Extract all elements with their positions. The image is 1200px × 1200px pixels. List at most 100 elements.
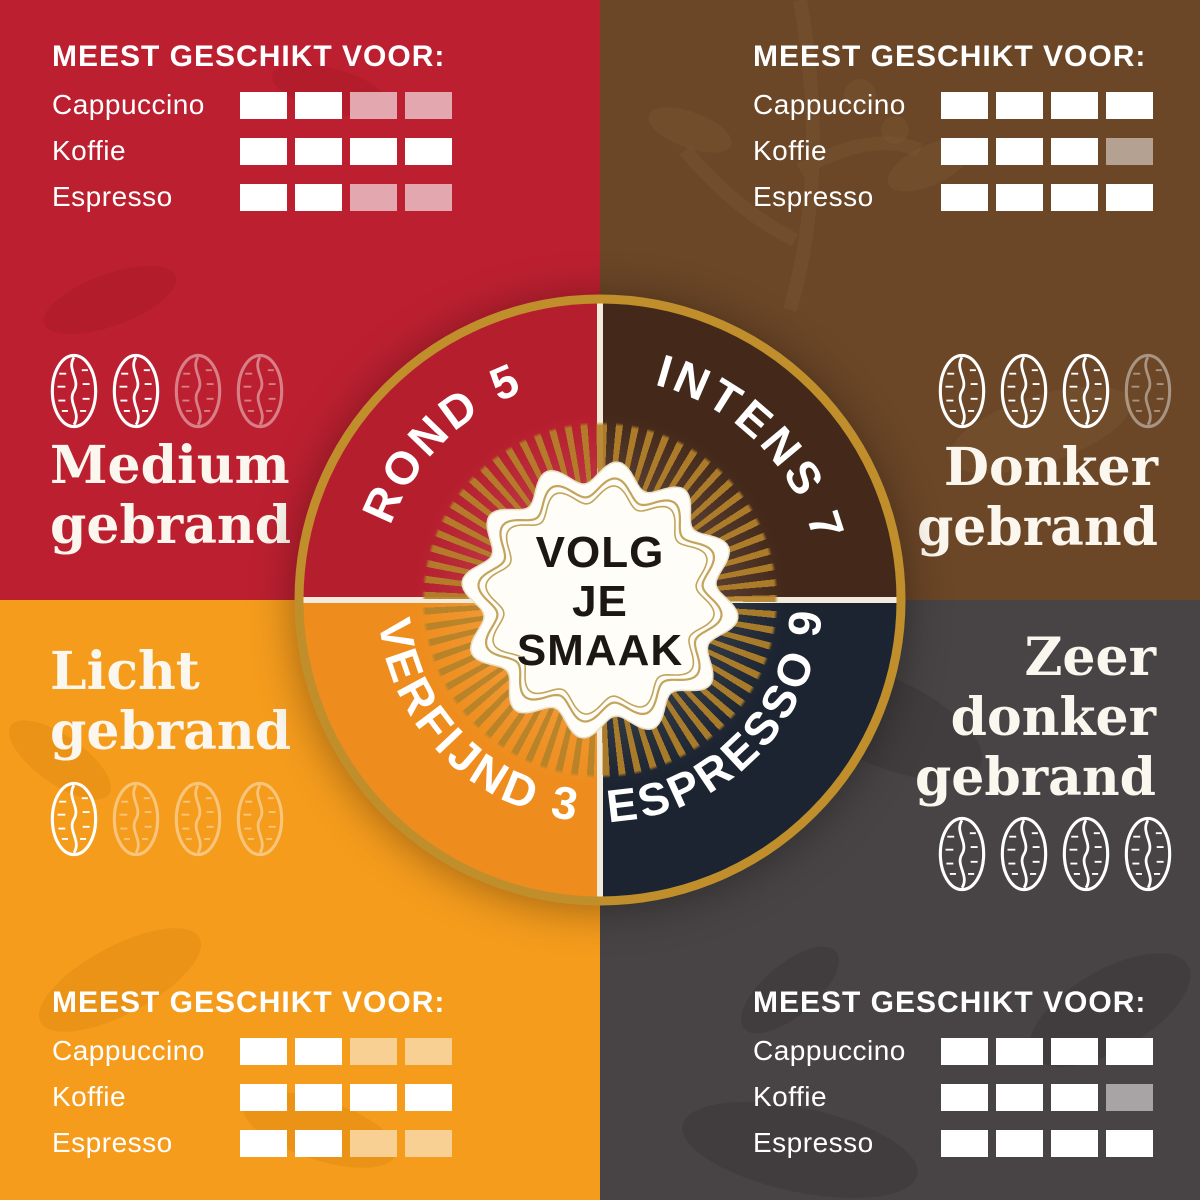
quadrant-title: Licht gebrand bbox=[50, 641, 292, 762]
coffee-bean-icon bbox=[172, 350, 224, 432]
roast-level-beans bbox=[936, 813, 1174, 895]
coffee-bean-icon bbox=[110, 778, 162, 860]
rating-label: Koffie bbox=[52, 135, 127, 166]
rating-label: Koffie bbox=[52, 1081, 127, 1112]
rating-square bbox=[405, 1083, 452, 1111]
coffee-bean-icon bbox=[1122, 813, 1174, 895]
rating-square bbox=[405, 137, 452, 165]
coffee-bean-icon bbox=[998, 813, 1050, 895]
rating-square bbox=[1106, 1083, 1153, 1111]
coffee-bean-icon bbox=[48, 350, 100, 432]
rating-label: Koffie bbox=[753, 135, 828, 166]
rating-label: Cappuccino bbox=[753, 1035, 906, 1066]
rating-squares bbox=[941, 1129, 1153, 1157]
rating-square bbox=[996, 1083, 1043, 1111]
coffee-bean-icon bbox=[1060, 813, 1112, 895]
rating-row: Koffie bbox=[52, 128, 452, 174]
rating-square bbox=[1051, 137, 1098, 165]
rating-square bbox=[295, 1037, 342, 1065]
suitability-panel: MEEST GESCHIKT VOOR: Cappuccino Koffie E… bbox=[52, 986, 452, 1166]
rating-squares bbox=[941, 137, 1153, 165]
quadrant-title: Zeer donker gebrand bbox=[914, 627, 1156, 808]
rating-label: Espresso bbox=[753, 1127, 874, 1158]
rating-label: Cappuccino bbox=[52, 1035, 205, 1066]
suitability-heading: MEEST GESCHIKT VOOR: bbox=[52, 40, 446, 73]
coffee-bean-icon bbox=[1122, 350, 1174, 432]
rating-square bbox=[405, 1037, 452, 1065]
rating-square bbox=[1051, 183, 1098, 211]
rating-squares bbox=[941, 1083, 1153, 1111]
rating-square bbox=[1106, 137, 1153, 165]
roast-level-beans bbox=[48, 350, 286, 432]
rating-square bbox=[240, 91, 287, 119]
rating-square bbox=[240, 1129, 287, 1157]
rating-row: Espresso bbox=[753, 1120, 1153, 1166]
rating-square bbox=[996, 1129, 1043, 1157]
rating-square bbox=[1051, 91, 1098, 119]
rating-row: Espresso bbox=[52, 1120, 452, 1166]
rating-row: Cappuccino bbox=[753, 82, 1153, 128]
rating-row: Koffie bbox=[753, 1074, 1153, 1120]
rating-squares bbox=[240, 1129, 452, 1157]
rating-square bbox=[1051, 1083, 1098, 1111]
rating-row: Koffie bbox=[753, 128, 1153, 174]
rating-square bbox=[1106, 1037, 1153, 1065]
wheel-outer-ring bbox=[294, 294, 906, 906]
quadrant-title: Donker gebrand bbox=[916, 437, 1158, 558]
rating-row: Espresso bbox=[52, 174, 452, 220]
rating-label: Cappuccino bbox=[52, 89, 205, 120]
coffee-bean-icon bbox=[110, 350, 162, 432]
rating-square bbox=[996, 91, 1043, 119]
rating-row: Cappuccino bbox=[52, 1028, 452, 1074]
rating-square bbox=[350, 183, 397, 211]
rating-square bbox=[996, 1037, 1043, 1065]
rating-squares bbox=[941, 91, 1153, 119]
rating-square bbox=[1106, 183, 1153, 211]
rating-label: Cappuccino bbox=[753, 89, 906, 120]
rating-square bbox=[350, 1037, 397, 1065]
rating-square bbox=[941, 137, 988, 165]
badge-gold-ring bbox=[477, 477, 723, 723]
rating-square bbox=[1051, 1037, 1098, 1065]
rating-square bbox=[941, 91, 988, 119]
rating-square bbox=[295, 137, 342, 165]
rating-square bbox=[295, 183, 342, 211]
rating-square bbox=[941, 1129, 988, 1157]
rating-squares bbox=[240, 183, 452, 211]
rating-squares bbox=[240, 137, 452, 165]
rating-square bbox=[1051, 1129, 1098, 1157]
badge-slogan: VOLG JE SMAAK bbox=[516, 528, 684, 675]
rating-square bbox=[1106, 1129, 1153, 1157]
rating-squares bbox=[941, 183, 1153, 211]
coffee-bean-icon bbox=[998, 350, 1050, 432]
rating-square bbox=[350, 91, 397, 119]
suitability-panel: MEEST GESCHIKT VOOR: Cappuccino Koffie E… bbox=[753, 986, 1153, 1166]
quadrant-title: Medium gebrand bbox=[50, 435, 292, 556]
suitability-heading: MEEST GESCHIKT VOOR: bbox=[753, 40, 1147, 73]
coffee-bean-icon bbox=[936, 813, 988, 895]
coffee-bean-icon bbox=[1060, 350, 1112, 432]
rating-square bbox=[240, 137, 287, 165]
rating-squares bbox=[240, 1037, 452, 1065]
rating-label: Koffie bbox=[753, 1081, 828, 1112]
rating-square bbox=[941, 1037, 988, 1065]
rating-square bbox=[240, 183, 287, 211]
rating-square bbox=[405, 183, 452, 211]
rating-label: Espresso bbox=[753, 181, 874, 212]
rating-row: Cappuccino bbox=[753, 1028, 1153, 1074]
rating-square bbox=[350, 1129, 397, 1157]
suitability-panel: MEEST GESCHIKT VOOR: Cappuccino Koffie E… bbox=[52, 40, 452, 220]
coffee-bean-icon bbox=[234, 778, 286, 860]
rating-label: Espresso bbox=[52, 181, 173, 212]
rating-label: Espresso bbox=[52, 1127, 173, 1158]
rating-square bbox=[941, 183, 988, 211]
roast-level-beans bbox=[48, 778, 286, 860]
roast-level-beans bbox=[936, 350, 1174, 432]
rating-square bbox=[405, 1129, 452, 1157]
coffee-bean-icon bbox=[936, 350, 988, 432]
rating-squares bbox=[941, 1037, 1153, 1065]
rating-square bbox=[1106, 91, 1153, 119]
coffee-bean-icon bbox=[234, 350, 286, 432]
rating-row: Cappuccino bbox=[52, 82, 452, 128]
